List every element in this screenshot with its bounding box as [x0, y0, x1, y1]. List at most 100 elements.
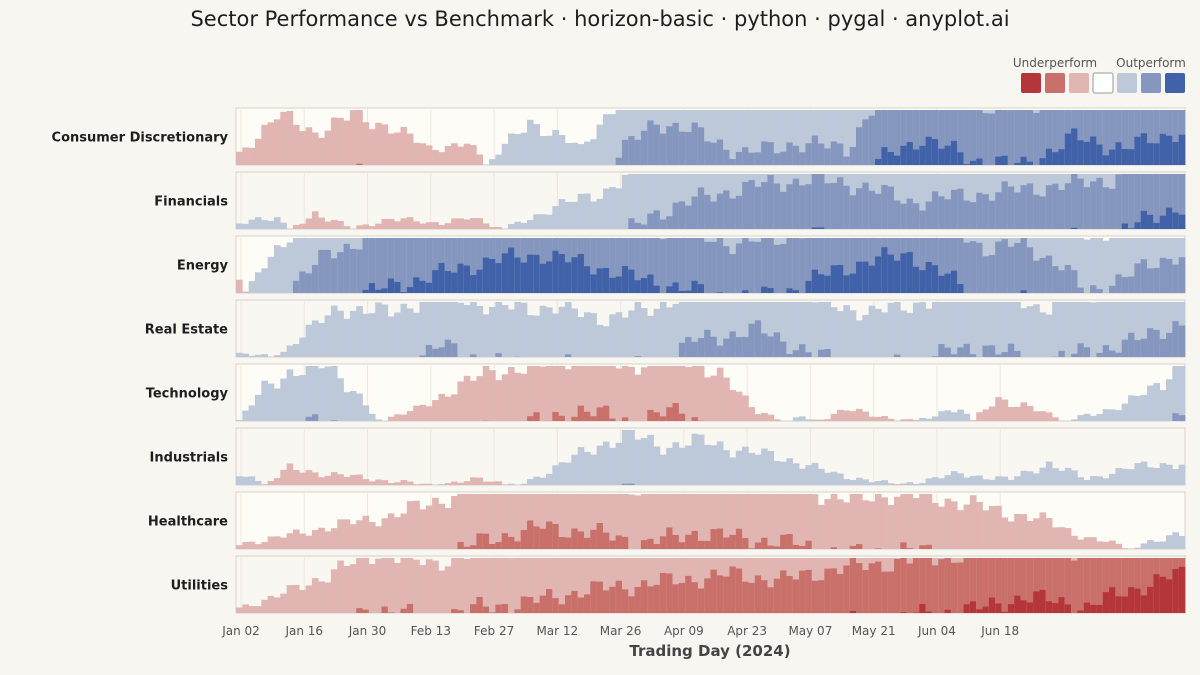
horizon-bar: [691, 530, 699, 549]
horizon-bar: [533, 476, 540, 485]
horizon-bar: [1026, 471, 1034, 485]
horizon-bar: [925, 418, 933, 421]
horizon-bar: [1109, 473, 1116, 485]
horizon-bar: [716, 575, 724, 613]
horizon-bar: [900, 310, 907, 357]
horizon-bar: [767, 414, 775, 421]
horizon-bar: [1045, 314, 1053, 357]
horizon-bar: [792, 110, 800, 165]
horizon-bar: [1102, 240, 1110, 293]
horizon-bar: [470, 604, 477, 613]
horizon-bar: [976, 558, 983, 613]
horizon-bar: [976, 158, 983, 165]
horizon-bar: [1121, 468, 1129, 485]
horizon-bar: [621, 266, 629, 293]
horizon-bar: [451, 394, 458, 421]
horizon-bar: [577, 366, 585, 421]
horizon-bar: [1147, 268, 1154, 293]
horizon-bar: [444, 396, 452, 421]
horizon-bar: [843, 410, 850, 421]
horizon-bar: [742, 494, 749, 549]
horizon-bar: [1007, 407, 1015, 421]
horizon-bar: [862, 314, 869, 357]
horizon-bar: [1172, 568, 1179, 613]
horizon-bar: [811, 419, 819, 421]
horizon-bar: [710, 569, 718, 613]
horizon-bar: [337, 220, 344, 229]
horizon-bar: [292, 584, 300, 613]
horizon-bar: [672, 122, 680, 165]
horizon-bar: [1121, 277, 1129, 293]
horizon-bar: [451, 609, 458, 613]
horizon-bar: [242, 353, 249, 357]
horizon-bar: [425, 483, 433, 485]
horizon-bar: [1045, 185, 1053, 229]
horizon-bar: [1001, 181, 1009, 229]
horizon-bar: [672, 174, 680, 229]
horizon-bar: [1172, 321, 1179, 357]
horizon-bar: [678, 542, 686, 549]
horizon-bar: [539, 263, 547, 293]
horizon-bar: [546, 214, 553, 229]
horizon-bar: [615, 535, 623, 549]
horizon-bar: [893, 484, 901, 485]
horizon-bar: [691, 494, 699, 549]
horizon-bar: [837, 573, 844, 613]
horizon-bar: [640, 174, 648, 229]
horizon-bar: [602, 558, 610, 613]
horizon-bar: [368, 283, 376, 293]
horizon-bar: [963, 477, 971, 485]
horizon-bar: [1109, 302, 1116, 357]
horizon-bar: [678, 131, 686, 165]
horizon-bar: [1096, 476, 1104, 485]
sector-label: Real Estate: [145, 323, 228, 338]
horizon-bar: [254, 354, 262, 357]
horizon-bar: [792, 417, 800, 421]
horizon-bar: [539, 595, 547, 613]
horizon-bar: [767, 302, 775, 357]
horizon-bar: [830, 494, 838, 549]
horizon-bar: [419, 280, 427, 293]
horizon-bar: [1166, 258, 1173, 293]
horizon-bar: [1102, 592, 1110, 613]
horizon-bar: [931, 416, 939, 421]
horizon-bar: [818, 419, 825, 421]
horizon-bar: [900, 483, 907, 485]
horizon-bar: [482, 606, 490, 613]
horizon-bar: [590, 313, 597, 357]
horizon-bar: [906, 494, 914, 549]
horizon-bar: [666, 366, 673, 421]
horizon-bar: [292, 238, 300, 293]
horizon-bar: [324, 130, 332, 165]
horizon-bar: [976, 412, 983, 421]
horizon-bar: [1115, 142, 1123, 165]
horizon-bar: [463, 559, 471, 613]
horizon-bar: [881, 147, 888, 165]
horizon-bar: [1121, 558, 1129, 613]
horizon-bar: [1159, 257, 1167, 293]
horizon-bar: [685, 367, 692, 421]
horizon-bar: [988, 479, 996, 485]
horizon-bar: [843, 185, 850, 229]
horizon-bar: [931, 302, 939, 357]
horizon-bar: [931, 502, 939, 549]
horizon-bar: [337, 310, 344, 357]
horizon-bar: [1147, 540, 1154, 549]
horizon-bar: [900, 494, 907, 549]
horizon-bar: [1096, 352, 1104, 357]
horizon-bar: [318, 581, 325, 613]
horizon-bar: [659, 366, 667, 421]
horizon-bar: [546, 135, 553, 165]
horizon-bar: [773, 461, 781, 485]
horizon-bar: [1159, 463, 1167, 485]
horizon-bar: [944, 498, 952, 549]
horizon-bar: [470, 354, 477, 357]
horizon-bar: [394, 312, 401, 357]
horizon-bar: [1134, 463, 1142, 485]
horizon-bar: [292, 376, 300, 421]
horizon-bar: [887, 254, 895, 293]
horizon-bar: [1096, 289, 1104, 293]
horizon-bar: [856, 544, 863, 549]
horizon-bar: [1058, 470, 1066, 485]
horizon-bar: [957, 562, 964, 613]
